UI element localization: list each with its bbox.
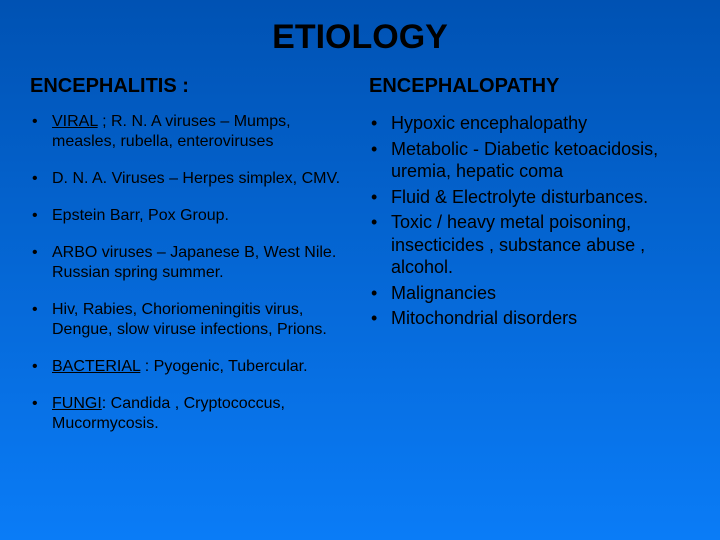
item-text: Hiv, Rabies, Choriomeningitis virus, Den… — [52, 301, 327, 338]
list-item: D. N. A. Viruses – Herpes simplex, CMV. — [30, 169, 351, 189]
item-prefix: VIRAL — [52, 113, 98, 130]
list-item: Mitochondrial disorders — [369, 307, 690, 330]
slide-title: ETIOLOGY — [30, 18, 690, 57]
right-column: ENCEPHALOPATHY Hypoxic encephalopathy Me… — [369, 75, 690, 451]
list-item: Toxic / heavy metal poisoning, insectici… — [369, 211, 690, 279]
item-text: ARBO viruses – Japanese B, West Nile. Ru… — [52, 244, 336, 281]
list-item: FUNGI: Candida , Cryptococcus, Mucormyco… — [30, 394, 351, 434]
slide: ETIOLOGY ENCEPHALITIS : VIRAL ; R. N. A … — [0, 0, 720, 540]
right-list: Hypoxic encephalopathy Metabolic - Diabe… — [369, 112, 690, 330]
list-item: VIRAL ; R. N. A viruses – Mumps, measles… — [30, 112, 351, 152]
right-heading: ENCEPHALOPATHY — [369, 75, 690, 98]
list-item: Malignancies — [369, 282, 690, 305]
list-item: Fluid & Electrolyte disturbances. — [369, 186, 690, 209]
list-item: Hiv, Rabies, Choriomeningitis virus, Den… — [30, 300, 351, 340]
list-item: BACTERIAL : Pyogenic, Tubercular. — [30, 357, 351, 377]
left-list: VIRAL ; R. N. A viruses – Mumps, measles… — [30, 112, 351, 434]
item-prefix: BACTERIAL — [52, 358, 140, 375]
left-heading: ENCEPHALITIS : — [30, 75, 351, 98]
item-prefix: FUNGI — [52, 395, 102, 412]
columns: ENCEPHALITIS : VIRAL ; R. N. A viruses –… — [30, 75, 690, 451]
list-item: Epstein Barr, Pox Group. — [30, 206, 351, 226]
item-text: Epstein Barr, Pox Group. — [52, 207, 229, 224]
list-item: ARBO viruses – Japanese B, West Nile. Ru… — [30, 243, 351, 283]
list-item: Hypoxic encephalopathy — [369, 112, 690, 135]
list-item: Metabolic - Diabetic ketoacidosis, uremi… — [369, 138, 690, 183]
item-text: D. N. A. Viruses – Herpes simplex, CMV. — [52, 170, 340, 187]
item-text: : Pyogenic, Tubercular. — [140, 358, 307, 375]
left-column: ENCEPHALITIS : VIRAL ; R. N. A viruses –… — [30, 75, 351, 451]
